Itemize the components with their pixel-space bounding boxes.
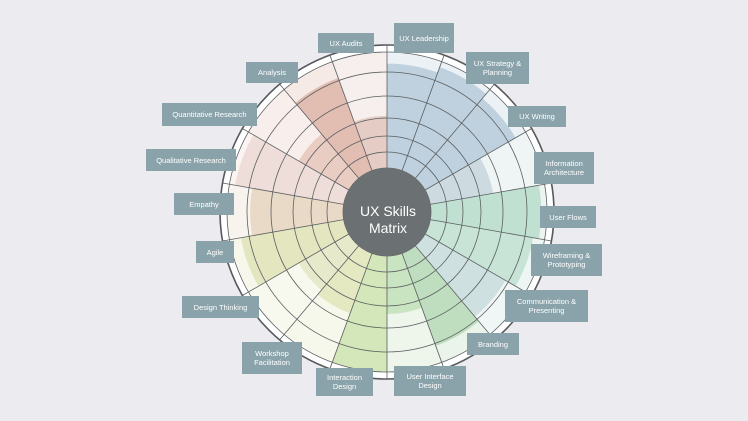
segment-level-ux-strategy-planning	[415, 98, 516, 190]
grid-spoke	[414, 245, 495, 341]
segment-level-user-interface-design	[332, 253, 387, 372]
grid-spoke	[424, 233, 532, 296]
skill-label-empathy: Empathy	[174, 193, 234, 215]
skill-label-communication-presenting: Communication & Presenting	[505, 290, 588, 322]
skill-label-workshop-facilitation: Workshop Facilitation	[242, 342, 302, 374]
grid-spoke	[242, 233, 350, 296]
grid-spoke	[414, 83, 495, 179]
skill-label-interaction-design: Interaction Design	[316, 368, 373, 396]
grid-spoke	[401, 253, 445, 370]
skill-label-qualitative-research: Qualitative Research	[146, 149, 236, 171]
center-disc	[343, 168, 431, 256]
skill-label-user-flows: User Flows	[540, 206, 596, 228]
segment-level-analysis	[354, 115, 387, 171]
grid-spoke	[424, 128, 532, 191]
segment-level-quantitative-research	[295, 77, 372, 179]
segment-level-wireframing-prototyping	[415, 234, 506, 317]
skill-label-ux-audits: UX Audits	[318, 33, 374, 53]
skill-label-branding: Branding	[467, 333, 519, 355]
grid-spoke	[279, 245, 360, 341]
skill-label-information-architecture: Information Architecture	[534, 152, 594, 184]
grid-spoke	[430, 182, 552, 205]
segment-level-information-architecture	[430, 185, 542, 239]
grid-spoke	[222, 219, 344, 242]
segment-level-ux-audits	[387, 63, 438, 171]
skill-label-wireframing-prototyping: Wireframing & Prototyping	[531, 244, 602, 276]
segment-level-workshop-facilitation	[298, 234, 359, 291]
segment-level-ux-leadership	[402, 67, 487, 179]
grid-spoke	[242, 128, 350, 191]
segment-level-interaction-design	[317, 245, 372, 314]
segment-level-communication-presenting	[402, 245, 479, 347]
skill-label-agile: Agile	[196, 241, 234, 263]
segment-level-ux-writing	[425, 158, 494, 205]
segment-level-branding	[387, 253, 422, 314]
grid-spoke	[329, 54, 373, 171]
skill-label-ux-leadership: UX Leadership	[394, 23, 454, 53]
grid-spoke	[430, 219, 552, 242]
segment-level-qualitative-research	[298, 133, 359, 190]
grid-spoke	[401, 54, 445, 171]
segment-level-design-thinking	[240, 219, 349, 287]
segment-level-agile	[250, 188, 344, 236]
skill-label-quantitative-research: Quantitative Research	[162, 103, 257, 126]
skill-label-analysis: Analysis	[246, 62, 298, 83]
skill-label-design-thinking: Design Thinking	[182, 296, 259, 318]
segment-level-empathy	[235, 134, 349, 205]
skill-label-ux-writing: UX Writing	[508, 106, 566, 127]
grid-spoke	[222, 182, 344, 205]
skill-label-ux-strategy-planning: UX Strategy & Planning	[466, 52, 529, 84]
skill-label-user-interface-design: User Interface Design	[394, 366, 466, 396]
segment-level-user-flows	[425, 219, 534, 287]
grid-spoke	[329, 253, 373, 370]
grid-spoke	[279, 83, 360, 179]
